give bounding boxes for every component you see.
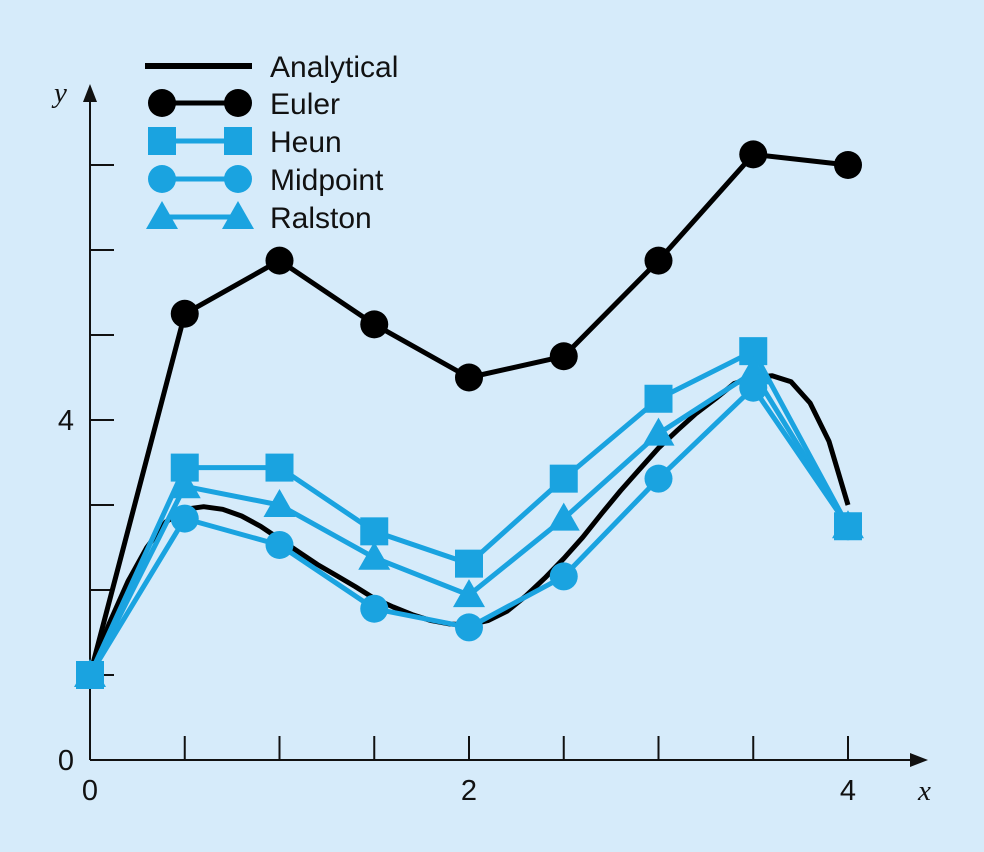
point-euler-3 (360, 310, 389, 339)
x-axis-label: x (917, 775, 931, 807)
point-midpoint-5 (549, 562, 578, 591)
legend-entry-analytical: Analytical (145, 51, 398, 84)
x-axis-arrowhead (910, 753, 928, 767)
y-tick-label-4: 4 (58, 405, 74, 437)
legend-entry-heun: Heun (148, 126, 342, 159)
legend-marker-midpoint-right (224, 165, 252, 193)
legend-label-analytical: Analytical (270, 51, 398, 84)
point-heun-6 (644, 384, 673, 413)
legend-marker-heun-left (148, 127, 176, 155)
legend-entry-ralston: Ralston (146, 201, 372, 235)
legend-marker-heun-right (224, 127, 252, 155)
legend-marker-euler-right (224, 89, 252, 117)
legend-entry-euler: Euler (148, 88, 340, 121)
point-heun-5 (549, 464, 578, 493)
legend-marker-ralston-left (146, 201, 178, 229)
x-tick-label-0: 0 (82, 775, 98, 807)
point-midpoint-7 (739, 373, 768, 402)
point-ralston-6 (642, 417, 675, 446)
legend-label-heun: Heun (270, 126, 342, 159)
point-ralston-4 (453, 579, 485, 608)
point-midpoint-1 (170, 504, 199, 533)
point-euler-5 (549, 342, 578, 371)
legend-label-midpoint: Midpoint (270, 164, 384, 197)
series-layer (74, 140, 864, 689)
point-midpoint-3 (360, 594, 389, 623)
x-tick-label-2: 2 (461, 775, 477, 807)
point-midpoint-4 (455, 613, 483, 642)
point-euler-7 (739, 140, 768, 169)
y-axis-label: y (51, 77, 67, 109)
point-ralston-3 (358, 541, 391, 570)
point-euler-1 (170, 299, 199, 328)
point-midpoint-2 (265, 530, 294, 559)
point-euler-4 (455, 363, 483, 392)
point-midpoint-0 (76, 661, 104, 689)
x-tick-labels: 0 2 4 (82, 775, 856, 807)
point-midpoint-8 (834, 512, 862, 541)
point-heun-3 (360, 517, 389, 546)
y-tick-label-0: 0 (58, 745, 74, 777)
axes: x y (51, 77, 931, 807)
x-ticks (183, 736, 849, 760)
point-euler-6 (644, 246, 673, 275)
point-heun-4 (455, 549, 483, 578)
legend-marker-ralston-right (222, 201, 254, 229)
point-ralston-1 (168, 470, 201, 499)
point-heun-2 (265, 453, 294, 482)
legend-marker-euler-left (148, 89, 176, 117)
legend: Analytical Euler Heun Midpoint Ralston (145, 51, 398, 235)
point-ralston-2 (263, 489, 296, 517)
point-euler-2 (265, 246, 294, 275)
legend-entry-midpoint: Midpoint (148, 164, 384, 197)
x-tick-label-4: 4 (840, 775, 856, 807)
legend-label-euler: Euler (270, 88, 340, 121)
legend-label-ralston: Ralston (270, 202, 372, 235)
series-midpoint (76, 373, 862, 689)
legend-marker-midpoint-left (148, 165, 176, 193)
point-midpoint-6 (644, 464, 673, 493)
y-axis-arrowhead (83, 84, 97, 102)
point-ralston-5 (547, 502, 580, 531)
y-tick-labels: 04 (58, 405, 74, 777)
point-euler-8 (834, 151, 862, 179)
